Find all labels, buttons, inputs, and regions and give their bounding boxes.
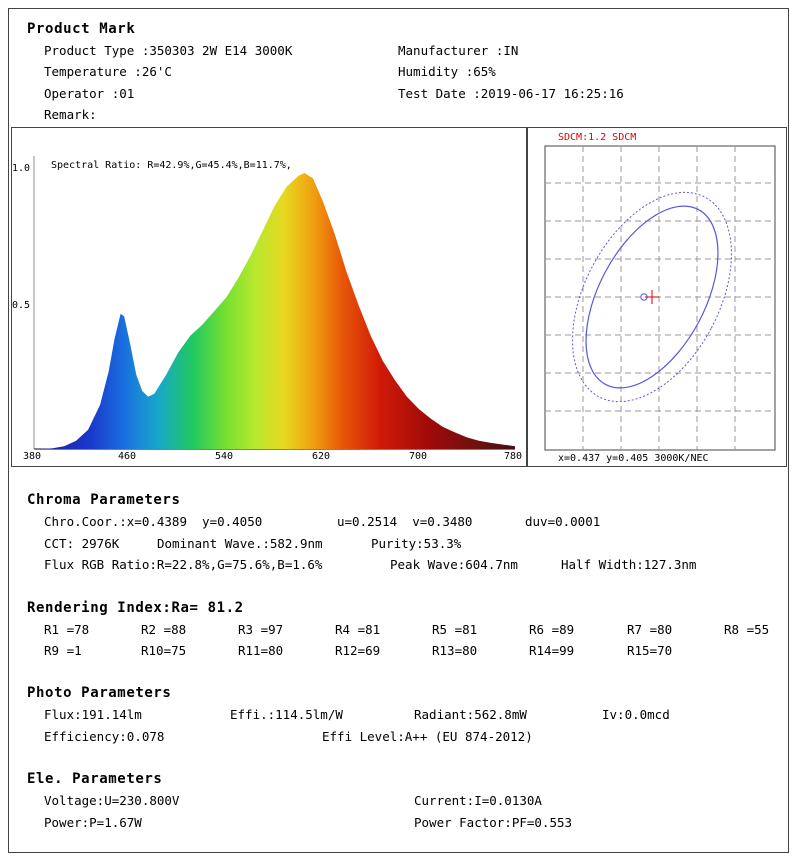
x-label-380: 380 [23, 451, 41, 462]
sdcm-grid [545, 146, 775, 450]
spectrum-chart: 1.0 0.5 Spectral Ratio: R=42.9%,G=45.4%,… [12, 156, 522, 462]
rendering-r11: R11=80 [238, 643, 284, 658]
spectrum-panel: 1.0 0.5 Spectral Ratio: R=42.9%,G=45.4%,… [11, 127, 527, 467]
photo-iv: Iv:0.0mcd [602, 707, 670, 722]
rendering-r6: R6 =89 [529, 622, 575, 637]
rendering-r2: R2 =88 [141, 622, 187, 637]
x-label-540: 540 [215, 451, 233, 462]
photo-efficiency: Efficiency:0.078 [44, 729, 165, 744]
chroma-duv: duv=0.0001 [525, 514, 601, 529]
x-label-460: 460 [118, 451, 136, 462]
rendering-r9: R9 =1 [44, 643, 82, 658]
product-type: Product Type :350303 2W E14 3000K [44, 43, 293, 58]
chroma-heading: Chroma Parameters [27, 492, 181, 508]
sdcm-outer-ellipse [572, 191, 732, 403]
rendering-r12: R12=69 [335, 643, 381, 658]
sdcm-inner-ellipse [585, 205, 719, 389]
test-date: Test Date :2019-06-17 16:25:16 [398, 86, 624, 101]
electric-power-factor: Power Factor:PF=0.553 [414, 815, 573, 830]
chroma-dominant: Dominant Wave.:582.9nm [157, 536, 323, 551]
rendering-r15: R15=70 [627, 643, 673, 658]
rendering-r13: R13=80 [432, 643, 478, 658]
x-label-780: 780 [504, 451, 522, 462]
electric-current: Current:I=0.0130A [414, 793, 542, 808]
chroma-flux-rgb: Flux RGB Ratio:R=22.8%,G=75.6%,B=1.6% [44, 557, 323, 572]
y-label-1: 1.0 [12, 163, 30, 174]
rendering-r10: R10=75 [141, 643, 187, 658]
temperature: Temperature :26'C [44, 64, 172, 79]
sdcm-title: SDCM:1.2 SDCM [558, 132, 636, 143]
chroma-peak: Peak Wave:604.7nm [390, 557, 518, 572]
chroma-uv: u=0.2514 v=0.3480 [337, 514, 473, 529]
sdcm-chart: SDCM:1.2 SDCM x=0.437 y=0.405 3000K/NEC [544, 132, 776, 464]
chroma-half-width: Half Width:127.3nm [561, 557, 697, 572]
sdcm-footer: x=0.437 y=0.405 3000K/NEC [558, 453, 709, 464]
rendering-r3: R3 =97 [238, 622, 284, 637]
photo-flux: Flux:191.14lm [44, 707, 142, 722]
chroma-coor: Chro.Coor.:x=0.4389 y=0.4050 [44, 514, 263, 529]
rendering-r7: R7 =80 [627, 622, 673, 637]
chroma-cct: CCT: 2976K [44, 536, 120, 551]
electric-voltage: Voltage:U=230.800V [44, 793, 180, 808]
rendering-r1: R1 =78 [44, 622, 90, 637]
electric-heading: Ele. Parameters [27, 771, 163, 787]
rendering-heading: Rendering Index:Ra= 81.2 [27, 600, 244, 616]
remark: Remark: [44, 107, 97, 122]
report-frame [8, 8, 789, 853]
photo-heading: Photo Parameters [27, 685, 172, 701]
spectrum-curve [34, 173, 515, 449]
y-label-0-5: 0.5 [12, 300, 30, 311]
photo-effi: Effi.:114.5lm/W [230, 707, 343, 722]
electric-power: Power:P=1.67W [44, 815, 142, 830]
rendering-r14: R14=99 [529, 643, 575, 658]
x-label-700: 700 [409, 451, 427, 462]
x-label-620: 620 [312, 451, 330, 462]
product-mark-heading: Product Mark [27, 21, 136, 37]
humidity: Humidity :65% [398, 64, 496, 79]
photo-effi-level: Effi Level:A++ (EU 874-2012) [322, 729, 533, 744]
rendering-r4: R4 =81 [335, 622, 381, 637]
photo-radiant: Radiant:562.8mW [414, 707, 527, 722]
rendering-r8: R8 =55 [724, 622, 770, 637]
chroma-purity: Purity:53.3% [371, 536, 462, 551]
operator: Operator :01 [44, 86, 135, 101]
manufacturer: Manufacturer :IN [398, 43, 519, 58]
rendering-r5: R5 =81 [432, 622, 478, 637]
sdcm-panel: SDCM:1.2 SDCM x=0.437 y=0.405 3000K/NEC [527, 127, 787, 467]
spectral-ratio: Spectral Ratio: R=42.9%,G=45.4%,B=11.7%, [51, 160, 292, 171]
measured-point-cross [645, 290, 659, 304]
sdcm-plot-area [544, 145, 776, 451]
